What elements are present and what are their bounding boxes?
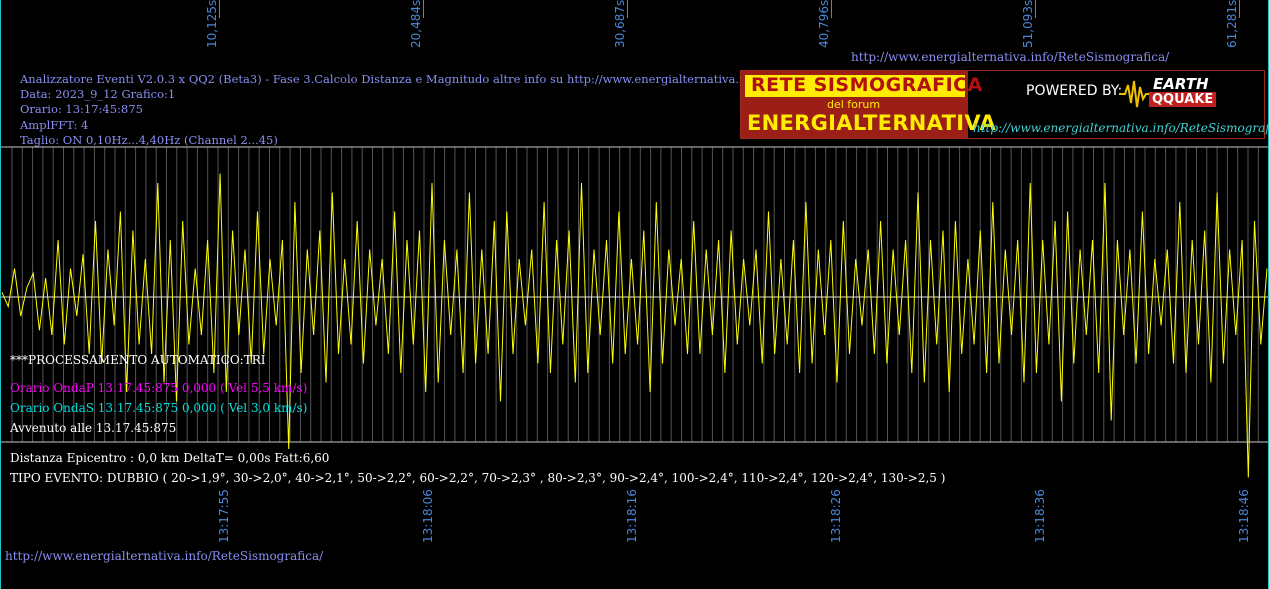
bottom-url: http://www.energialternativa.info/ReteSi… <box>5 549 324 563</box>
info-title: Analizzatore Eventi V2.0.3 x QQ2 (Beta3)… <box>20 72 821 86</box>
bottom-tick-label: 13:18:46 <box>1237 489 1251 543</box>
banner-forum: del forum <box>827 98 881 111</box>
info-filter: Taglio: ON 0,10Hz...4,40Hz (Channel 2...… <box>20 132 278 147</box>
info-date: Data: 2023_9_12 Grafico:1 <box>20 87 176 102</box>
event-time: Avvenuto alle 13.17.45:875 <box>10 421 177 435</box>
banner-url: http://www.energialternativa.info/ReteSi… <box>973 121 1269 135</box>
top-tick-mark <box>627 0 628 18</box>
bottom-tick-label: 13:17:55 <box>217 489 231 543</box>
top-tick-mark <box>219 0 220 18</box>
left-border <box>0 0 1 589</box>
bottom-tick-label: 13:18:26 <box>829 489 843 543</box>
bottom-tick-label: 13:18:16 <box>625 489 639 543</box>
seismic-trace-line <box>1 173 1268 478</box>
top-tick-mark <box>831 0 832 18</box>
info-amplfft: AmplFFT: 4 <box>20 117 89 132</box>
chart-grid <box>11 147 1269 442</box>
earthquake-wave-icon <box>1119 80 1155 108</box>
top-url: http://www.energialternativa.info/ReteSi… <box>851 50 1170 64</box>
banner-title-energialternativa: ENERGIALTERNATIVA <box>747 111 996 135</box>
bottom-tick-label: 13:18:06 <box>421 489 435 543</box>
banner-qquake: QQUAKE <box>1149 92 1217 107</box>
rete-sismografica-banner: RETE SISMOGRAFICA del forum ENERGIALTERN… <box>740 70 1269 139</box>
info-block: Analizzatore Eventi V2.0.3 x QQ2 (Beta3)… <box>20 72 820 148</box>
banner-title-rete: RETE SISMOGRAFICA <box>751 74 983 96</box>
processing-header: ***PROCESSAMENTO AUTOMATICO:TRI <box>10 353 266 367</box>
info-time: Orario: 13:17:45:875 <box>20 102 143 117</box>
onda-p-time: Orario OndaP 13.17.45:875 0,000 ( Vel 5,… <box>10 381 308 395</box>
banner-earth: EARTH <box>1153 75 1209 93</box>
bottom-tick-label: 13:18:36 <box>1033 489 1047 543</box>
top-tick-mark <box>1239 0 1240 18</box>
banner-yellow-box <box>745 75 965 97</box>
top-tick-mark <box>423 0 424 18</box>
banner-powered-by: POWERED BY: <box>1026 83 1123 99</box>
top-tick-mark <box>1035 0 1036 18</box>
event-type: TIPO EVENTO: DUBBIO ( 20->1,9°, 30->2,0°… <box>10 471 946 485</box>
epicenter-distance: Distanza Epicentro : 0,0 km DeltaT= 0,00… <box>10 451 330 465</box>
onda-s-time: Orario OndaS 13.17.45:875 0,000 ( Vel 3,… <box>10 401 308 415</box>
